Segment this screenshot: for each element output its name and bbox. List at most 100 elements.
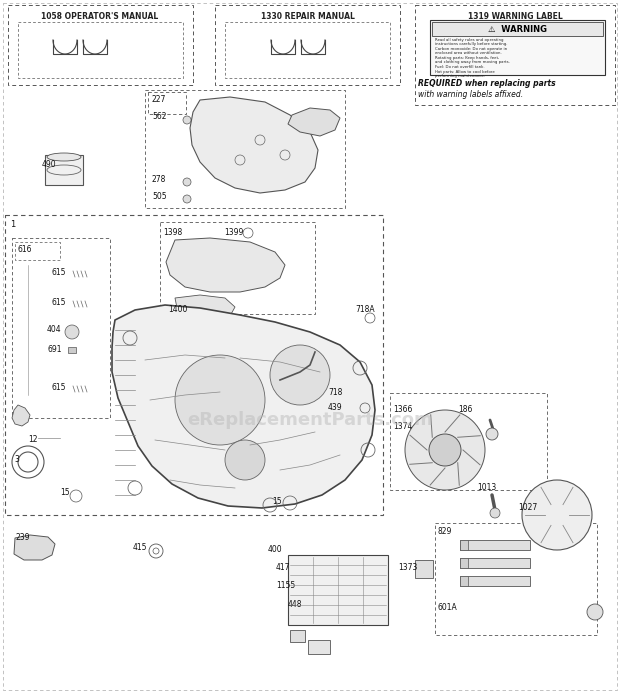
Bar bbox=[5, 215, 383, 515]
Text: ⚠  WARNING: ⚠ WARNING bbox=[488, 24, 547, 33]
Ellipse shape bbox=[47, 153, 81, 161]
Polygon shape bbox=[14, 535, 55, 560]
Text: REQUIRED when replacing parts: REQUIRED when replacing parts bbox=[418, 79, 556, 88]
Bar bbox=[308, 640, 330, 654]
Circle shape bbox=[490, 508, 500, 518]
Text: 1366: 1366 bbox=[393, 405, 412, 414]
Text: performing maintenance.: performing maintenance. bbox=[435, 74, 485, 78]
Text: Fuel: Do not overfill tank.: Fuel: Do not overfill tank. bbox=[435, 65, 485, 69]
Circle shape bbox=[183, 195, 191, 203]
Bar bbox=[15, 242, 60, 260]
Bar bbox=[460, 558, 530, 568]
Bar bbox=[435, 523, 597, 635]
Bar bbox=[460, 576, 530, 586]
Text: 227: 227 bbox=[151, 95, 166, 104]
Text: 3: 3 bbox=[14, 455, 19, 464]
Text: 615: 615 bbox=[52, 383, 66, 392]
Bar bbox=[12, 238, 110, 418]
Bar bbox=[460, 540, 530, 550]
Text: 601A: 601A bbox=[438, 603, 458, 612]
Bar bbox=[215, 5, 400, 85]
Text: 404: 404 bbox=[47, 325, 61, 334]
Text: 1399: 1399 bbox=[224, 228, 244, 237]
Circle shape bbox=[183, 116, 191, 124]
Text: 505: 505 bbox=[152, 192, 167, 201]
Bar bbox=[8, 5, 193, 85]
Text: 616: 616 bbox=[18, 245, 32, 254]
Text: 278: 278 bbox=[152, 175, 166, 184]
Text: 15: 15 bbox=[272, 497, 281, 506]
Text: Carbon monoxide: Do not operate in: Carbon monoxide: Do not operate in bbox=[435, 47, 507, 51]
Bar bbox=[145, 90, 345, 208]
Text: 1330 REPAIR MANUAL: 1330 REPAIR MANUAL bbox=[261, 12, 355, 21]
Bar bbox=[160, 222, 315, 314]
Text: 691: 691 bbox=[47, 345, 61, 354]
Bar bbox=[432, 22, 603, 36]
Polygon shape bbox=[112, 305, 375, 508]
Bar bbox=[415, 560, 433, 578]
Text: 1027: 1027 bbox=[518, 503, 538, 512]
Bar bbox=[68, 347, 76, 353]
Circle shape bbox=[522, 480, 592, 550]
Circle shape bbox=[225, 440, 265, 480]
Text: 562: 562 bbox=[152, 112, 167, 121]
Bar bbox=[390, 393, 547, 490]
Text: 1013: 1013 bbox=[477, 483, 496, 492]
Polygon shape bbox=[288, 108, 340, 136]
Bar bbox=[460, 540, 468, 550]
Text: 400: 400 bbox=[268, 545, 283, 554]
Bar bbox=[460, 576, 468, 586]
Bar bbox=[415, 5, 615, 105]
Text: 615: 615 bbox=[52, 268, 66, 277]
Text: 1155: 1155 bbox=[276, 581, 295, 590]
Text: 1373: 1373 bbox=[398, 563, 417, 572]
Text: 239: 239 bbox=[15, 533, 30, 542]
Circle shape bbox=[65, 325, 79, 339]
Text: enclosed area without ventilation.: enclosed area without ventilation. bbox=[435, 51, 502, 55]
Bar bbox=[290, 630, 305, 642]
Text: 1058 OPERATOR'S MANUAL: 1058 OPERATOR'S MANUAL bbox=[42, 12, 159, 21]
Circle shape bbox=[486, 428, 498, 440]
Polygon shape bbox=[175, 295, 235, 320]
Text: 490: 490 bbox=[42, 160, 56, 169]
Text: 186: 186 bbox=[458, 405, 472, 414]
Circle shape bbox=[270, 345, 330, 405]
Text: Rotating parts: Keep hands, feet,: Rotating parts: Keep hands, feet, bbox=[435, 56, 499, 60]
Text: 415: 415 bbox=[133, 543, 148, 552]
Text: 718A: 718A bbox=[355, 305, 374, 314]
Text: and clothing away from moving parts.: and clothing away from moving parts. bbox=[435, 60, 510, 64]
Text: 1: 1 bbox=[10, 220, 16, 229]
Text: 15: 15 bbox=[60, 488, 69, 497]
Text: eReplacementParts.com: eReplacementParts.com bbox=[187, 411, 433, 429]
Text: instructions carefully before starting.: instructions carefully before starting. bbox=[435, 42, 508, 46]
Polygon shape bbox=[12, 405, 30, 426]
Bar bbox=[225, 22, 390, 78]
Bar bbox=[460, 558, 468, 568]
Bar bbox=[430, 20, 605, 75]
Bar bbox=[148, 92, 186, 114]
Circle shape bbox=[175, 355, 265, 445]
Bar bbox=[18, 22, 183, 78]
Bar bbox=[288, 555, 388, 625]
Text: 12: 12 bbox=[28, 435, 37, 444]
Text: 417: 417 bbox=[276, 563, 291, 572]
Text: 829: 829 bbox=[438, 527, 453, 536]
Text: Hot parts: Allow to cool before: Hot parts: Allow to cool before bbox=[435, 69, 495, 73]
Text: 439: 439 bbox=[328, 403, 343, 412]
Bar bbox=[45, 155, 83, 185]
Polygon shape bbox=[190, 97, 318, 193]
Circle shape bbox=[429, 434, 461, 466]
Text: with warning labels affixed.: with warning labels affixed. bbox=[418, 90, 523, 99]
Text: 1319 WARNING LABEL: 1319 WARNING LABEL bbox=[467, 12, 562, 21]
Circle shape bbox=[405, 410, 485, 490]
Text: 615: 615 bbox=[52, 298, 66, 307]
Text: 1374: 1374 bbox=[393, 422, 412, 431]
Text: Read all safety rules and operating: Read all safety rules and operating bbox=[435, 38, 503, 42]
Circle shape bbox=[587, 604, 603, 620]
Text: 718: 718 bbox=[328, 388, 342, 397]
Text: 448: 448 bbox=[288, 600, 303, 609]
Text: 1398: 1398 bbox=[163, 228, 182, 237]
Polygon shape bbox=[166, 238, 285, 292]
Circle shape bbox=[183, 178, 191, 186]
Text: 1400: 1400 bbox=[168, 305, 187, 314]
